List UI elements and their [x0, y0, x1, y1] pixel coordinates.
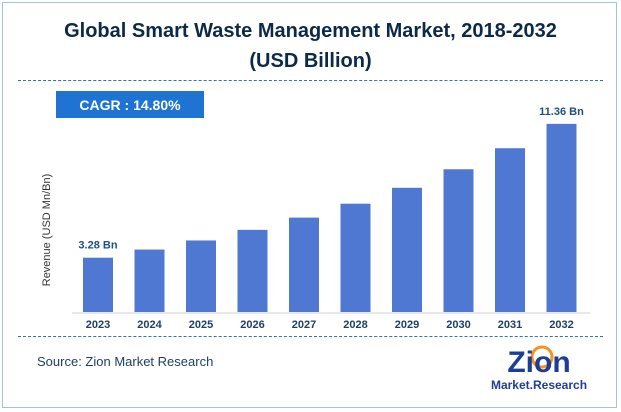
bar-2029 — [392, 187, 422, 312]
bottom-divider — [18, 336, 603, 337]
bar-2032 — [546, 123, 577, 312]
x-tick-label-2028: 2028 — [343, 319, 367, 331]
bar-2031 — [495, 148, 525, 312]
bar-2030 — [443, 169, 474, 312]
x-tick-label-2025: 2025 — [189, 319, 213, 331]
x-tick-label-2026: 2026 — [240, 319, 264, 331]
bar-2023 — [83, 257, 113, 312]
x-tick-label-2031: 2031 — [498, 319, 522, 331]
zion-logo: Zion Market.Research — [491, 345, 587, 392]
logo-orange-ring — [530, 345, 554, 369]
top-divider — [18, 80, 603, 81]
cagr-badge: CAGR : 14.80% — [56, 91, 204, 118]
bar-2024 — [134, 249, 165, 312]
chart-subtitle: (USD Billion) — [249, 50, 372, 72]
data-label-2023: 3.28 Bn — [78, 240, 117, 252]
cagr-label: CAGR : — [79, 96, 130, 113]
chart-title: Global Smart Waste Management Market, 20… — [64, 20, 557, 42]
x-tick-label-2023: 2023 — [86, 319, 110, 331]
x-tick-label-2030: 2030 — [446, 319, 470, 331]
bar-2025 — [186, 240, 216, 312]
x-tick-label-2027: 2027 — [292, 319, 316, 331]
bar-2026 — [237, 229, 268, 312]
bar-chart: 2023 3.28 Bn 2024 2025 2026 2027 2028 2029 2030 2… — [41, 106, 590, 331]
data-label-2032: 11.36 Bn — [539, 106, 584, 118]
logo-subtitle: Market.Research — [491, 378, 587, 392]
x-tick-label-2032: 2032 — [549, 319, 573, 331]
cagr-value: 14.80% — [133, 96, 181, 113]
x-tick-label-2024: 2024 — [137, 319, 162, 331]
logo-wordmark: Zion — [507, 346, 570, 379]
source-note: Source: Zion Market Research — [37, 354, 214, 369]
y-axis-label: Revenue (USD Mn/Bn) — [41, 174, 53, 287]
bar-2027 — [289, 217, 319, 312]
bar-2028 — [340, 203, 371, 312]
x-tick-label-2029: 2029 — [395, 319, 419, 331]
